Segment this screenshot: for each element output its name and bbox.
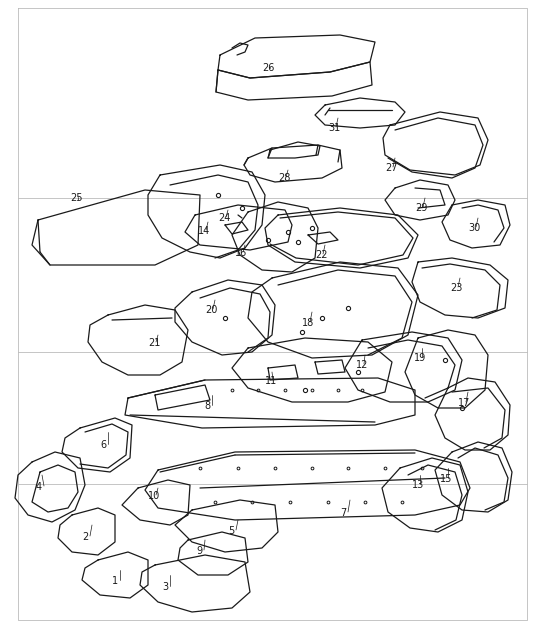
Text: 18: 18 — [302, 318, 314, 328]
Text: 21: 21 — [148, 338, 160, 348]
Text: 31: 31 — [328, 123, 340, 133]
Text: 24: 24 — [218, 213, 231, 223]
Text: 28: 28 — [278, 173, 290, 183]
Text: 17: 17 — [458, 398, 470, 408]
Text: 8: 8 — [204, 401, 210, 411]
Text: 10: 10 — [148, 491, 160, 501]
Text: 27: 27 — [385, 163, 397, 173]
Text: 6: 6 — [100, 440, 106, 450]
Text: 3: 3 — [162, 582, 168, 592]
Text: 22: 22 — [315, 250, 328, 260]
Text: 4: 4 — [36, 482, 42, 492]
Text: 25: 25 — [70, 193, 82, 203]
Text: 26: 26 — [262, 63, 274, 73]
Text: 20: 20 — [205, 305, 217, 315]
Text: 15: 15 — [440, 474, 452, 484]
Text: 16: 16 — [235, 248, 247, 258]
Text: 14: 14 — [198, 226, 210, 236]
Text: 29: 29 — [415, 203, 427, 213]
Text: 5: 5 — [228, 526, 234, 536]
Text: 7: 7 — [340, 508, 346, 518]
Text: 9: 9 — [196, 546, 202, 556]
Text: 30: 30 — [468, 223, 480, 233]
Text: 12: 12 — [356, 360, 368, 370]
Text: 23: 23 — [450, 283, 462, 293]
Text: 2: 2 — [82, 532, 88, 542]
Text: 1: 1 — [112, 576, 118, 586]
Text: 11: 11 — [265, 376, 277, 386]
Text: 19: 19 — [414, 353, 426, 363]
Text: 13: 13 — [412, 480, 424, 490]
